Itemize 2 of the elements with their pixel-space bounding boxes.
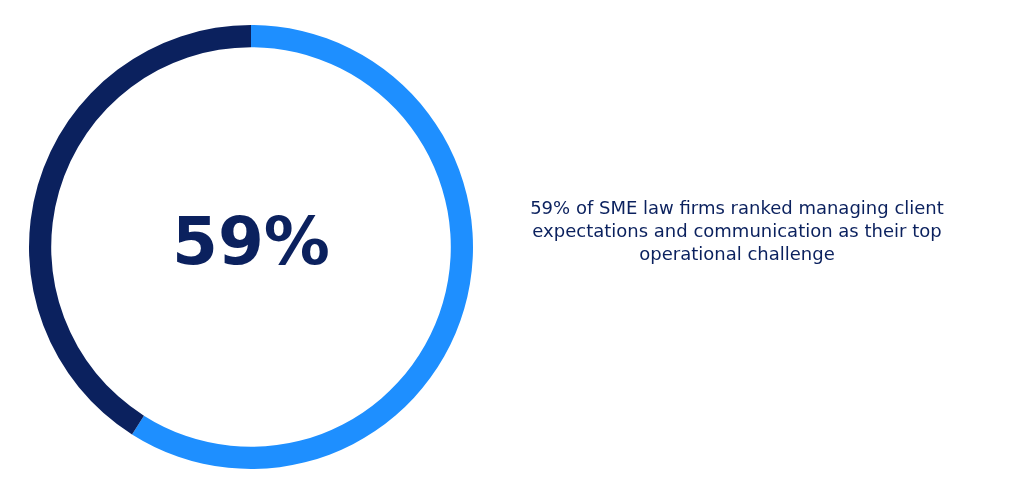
text: 59% xyxy=(172,203,330,281)
text: 59% of SME law firms ranked managing client expectations and communication as their top operational challenge xyxy=(529,196,945,265)
